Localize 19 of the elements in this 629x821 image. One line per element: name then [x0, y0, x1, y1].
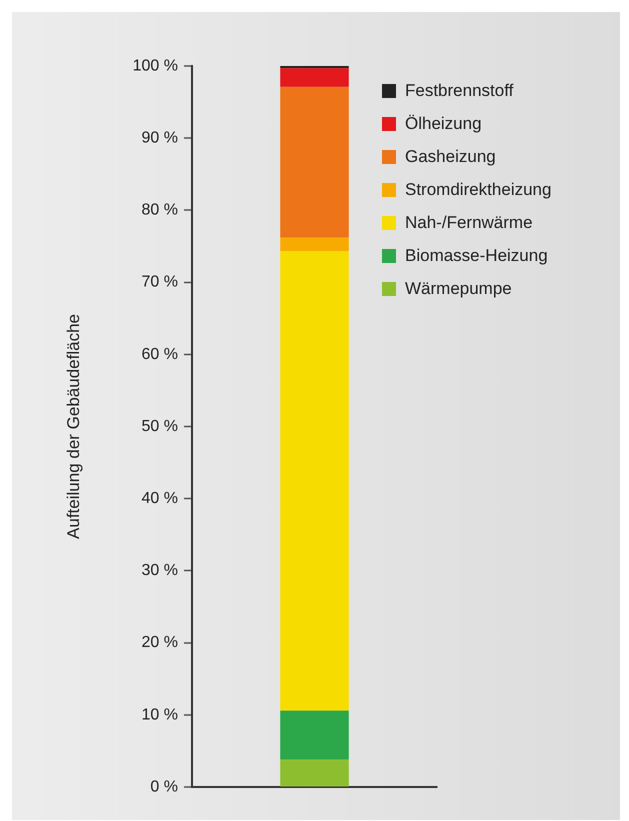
y-tick-label: 100 %: [132, 57, 178, 74]
y-tick-label: 30 %: [142, 562, 178, 580]
y-tick-label: 40 %: [142, 490, 178, 508]
y-tick-label: 0 %: [150, 778, 178, 796]
y-tick-label: 80 %: [142, 202, 178, 219]
y-tick-label: 90 %: [142, 130, 178, 147]
legend-label: Gasheizung: [405, 146, 496, 166]
y-axis-title: Aufteilung der Gebäudefläche: [64, 314, 83, 539]
legend-label: Wärmepumpe: [405, 278, 512, 298]
legend-label: Festbrennstoff: [405, 80, 514, 100]
legend-label: Stromdirektheizung: [405, 180, 552, 200]
y-tick-label: 20 %: [142, 634, 178, 652]
y-tick-label: 10 %: [142, 706, 178, 724]
legend-label: Biomasse-Heizung: [405, 246, 548, 266]
legend-label: Ölheizung: [405, 114, 482, 134]
y-tick-label: 50 %: [142, 418, 178, 435]
y-tick-label: 60 %: [142, 346, 178, 363]
legend-label: Nah-/Fernwärme: [405, 212, 533, 232]
y-tick-label: 70 %: [142, 274, 178, 291]
